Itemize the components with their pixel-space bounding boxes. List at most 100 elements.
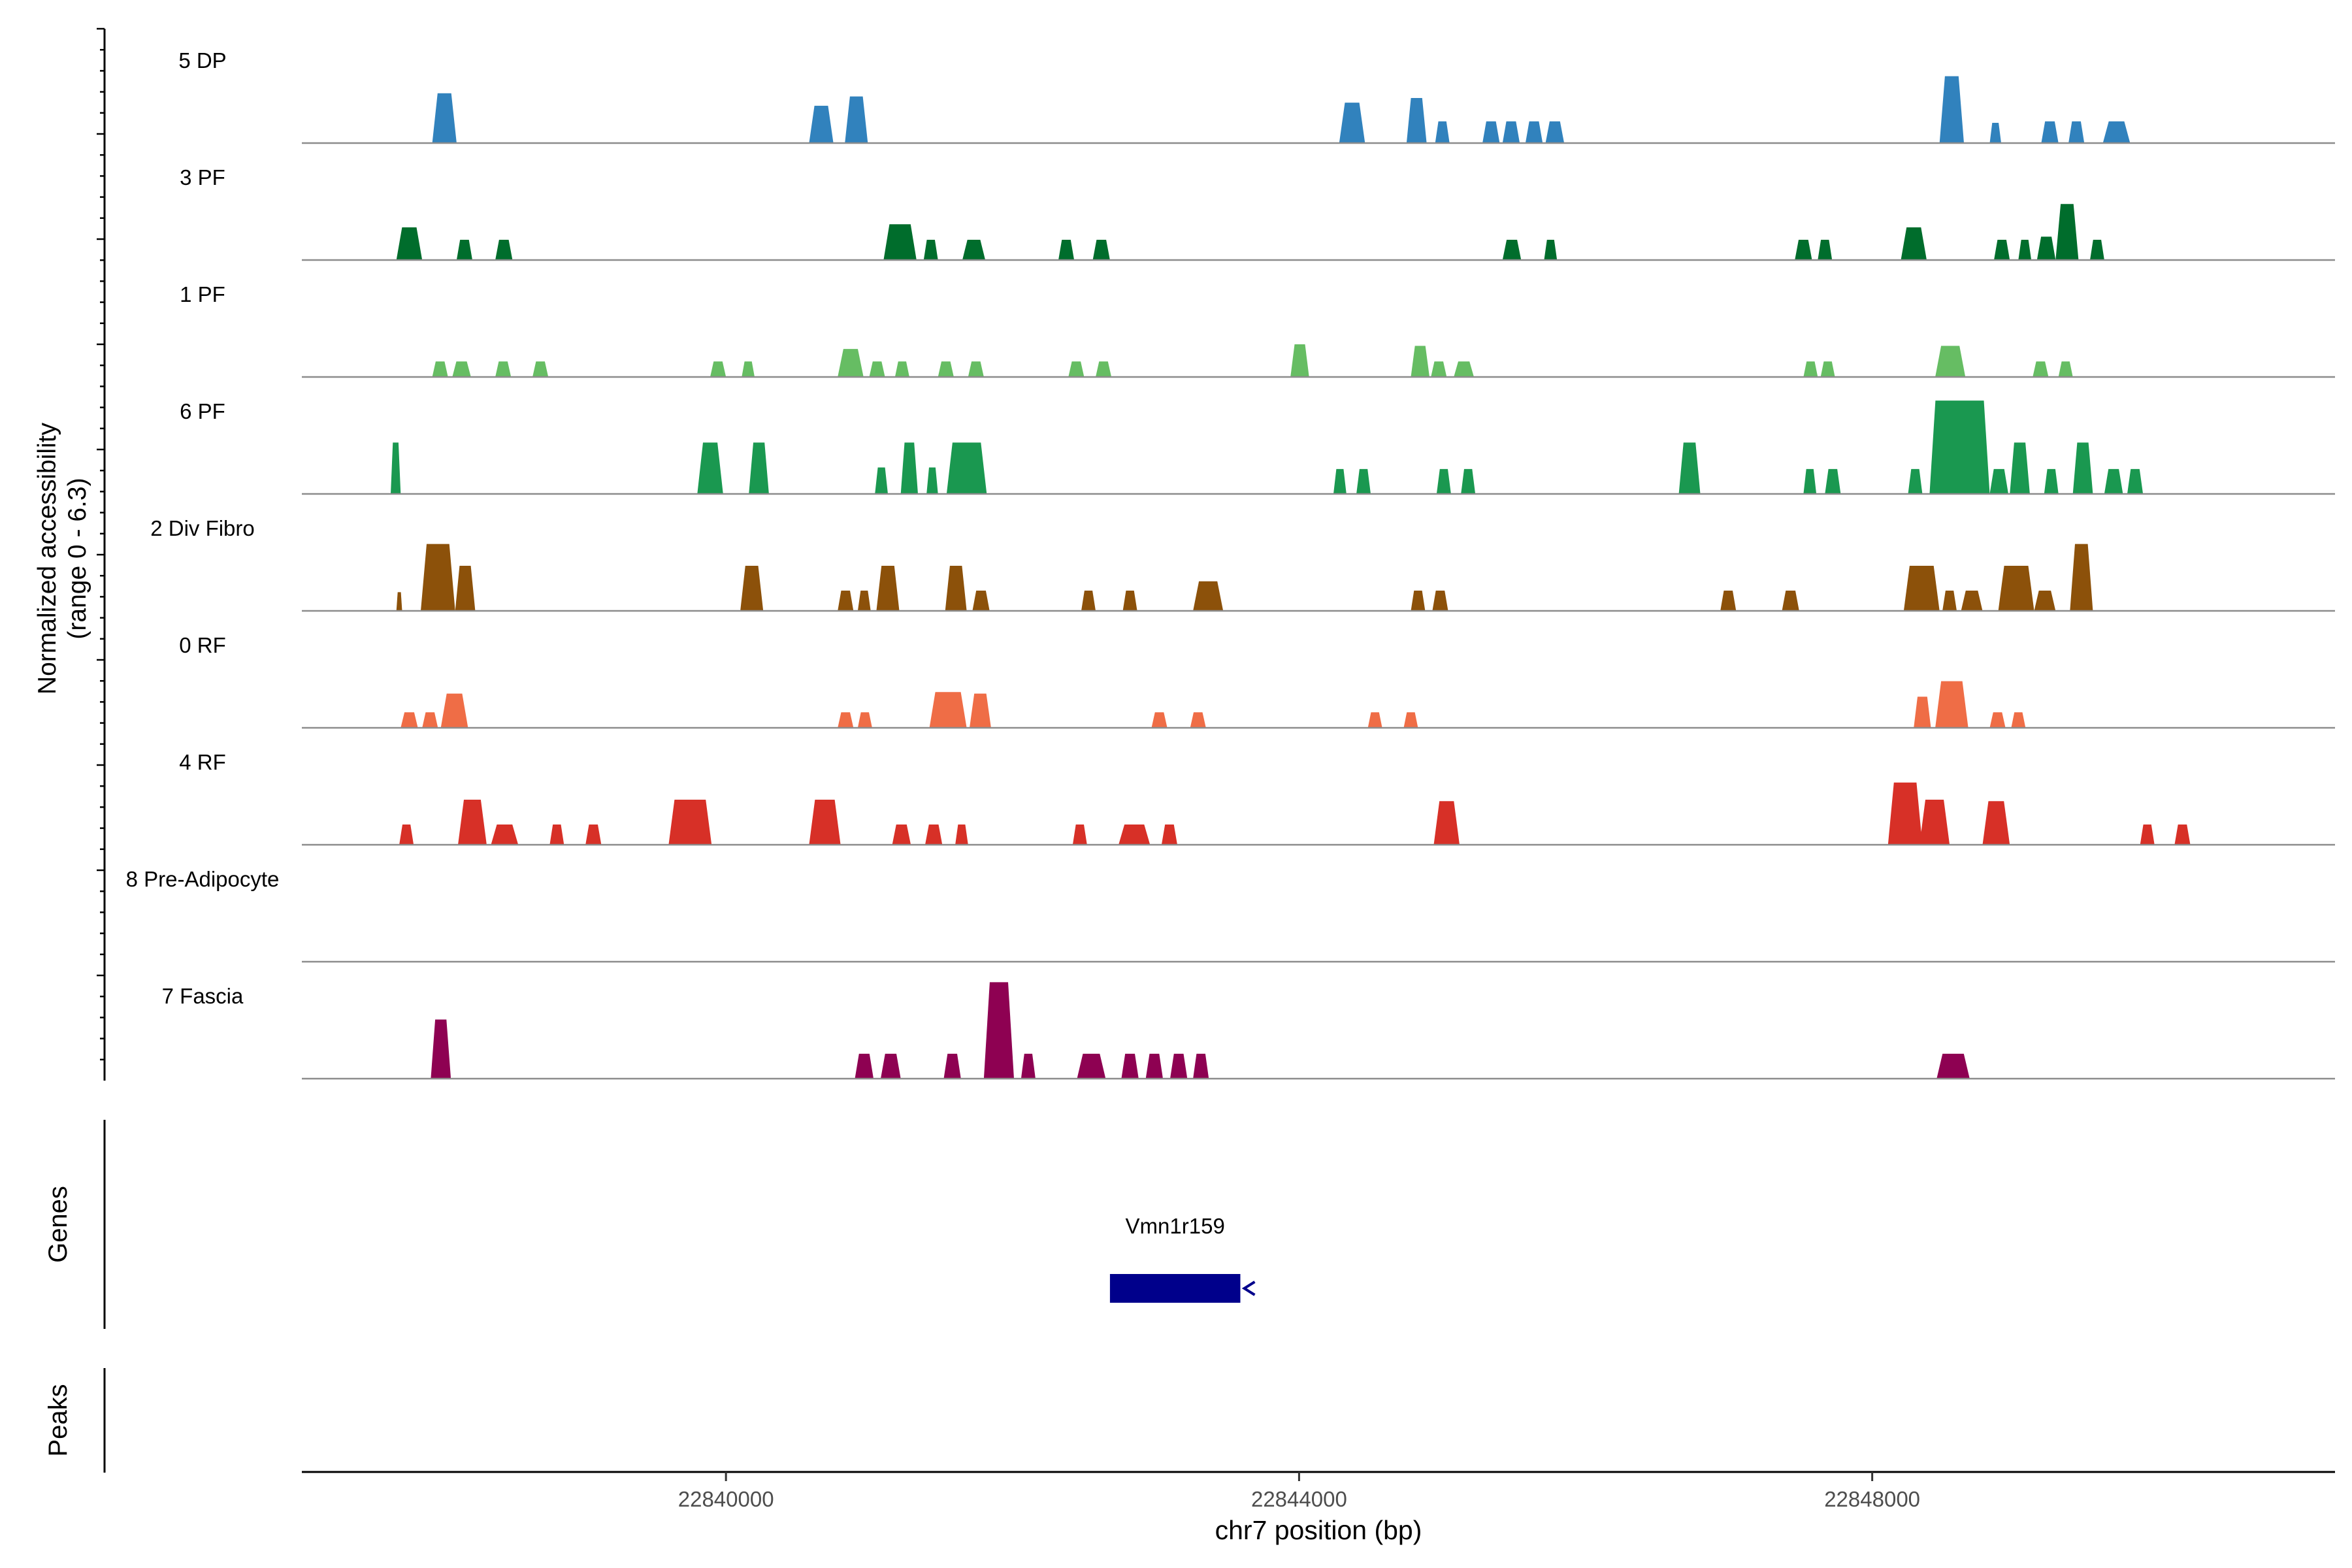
peak <box>1170 1053 1188 1079</box>
y-axis-label: Normalized accessibility(range 0 - 6.3) <box>33 422 91 694</box>
peaks-panel: Peaks <box>44 1368 106 1473</box>
peak <box>838 712 854 728</box>
peak <box>2127 468 2144 494</box>
peak <box>857 591 871 611</box>
peak <box>2058 361 2073 377</box>
peak <box>972 591 990 611</box>
peak <box>1525 121 1543 143</box>
y-axis <box>97 27 106 1081</box>
peak <box>2102 121 2131 143</box>
peak <box>2090 240 2104 260</box>
peak <box>1903 566 1940 611</box>
peak <box>1454 361 1474 377</box>
peak <box>1068 361 1085 377</box>
peak <box>740 566 764 611</box>
peak <box>1072 825 1087 845</box>
peak <box>749 442 769 494</box>
peak <box>1431 361 1447 377</box>
peak <box>396 592 402 611</box>
peak <box>1367 712 1382 728</box>
peak <box>1432 591 1448 611</box>
peak <box>668 800 712 845</box>
peak <box>1961 591 1983 611</box>
strand-arrow <box>1241 1281 1256 1296</box>
peak <box>945 566 967 611</box>
peak <box>1908 468 1923 494</box>
peak <box>697 442 723 494</box>
peak <box>1919 800 1950 845</box>
peak <box>2041 121 2059 143</box>
peak <box>710 361 727 377</box>
peak <box>1989 468 2008 494</box>
track-6-pf: 6 PF <box>180 399 2335 495</box>
peak <box>421 544 455 611</box>
peak <box>455 566 476 611</box>
peak <box>1119 825 1151 845</box>
track-label: 1 PF <box>180 282 225 306</box>
peak <box>1461 468 1476 494</box>
peak <box>2018 240 2032 260</box>
peak <box>399 825 414 845</box>
track-4-rf: 4 RF <box>179 750 2335 846</box>
peak <box>876 566 900 611</box>
peak <box>1818 240 1833 260</box>
peak <box>1121 1053 1139 1079</box>
peak <box>422 712 438 728</box>
peak <box>1145 1053 1163 1079</box>
peak <box>962 240 986 260</box>
peak <box>456 240 472 260</box>
peak <box>1502 121 1520 143</box>
coverage-tracks: 5 DP 3 PF 1 PF 6 PF 2 Div Fibro 0 RF 4 RF 8 Pre… <box>126 48 2335 1080</box>
gene-vmn1r159: Vmn1r159 <box>1109 1214 1256 1303</box>
peak <box>881 1053 901 1079</box>
peak <box>1901 227 1927 260</box>
peak <box>431 1019 451 1079</box>
peak <box>869 361 885 377</box>
peak <box>1803 361 1818 377</box>
peak <box>1482 121 1500 143</box>
peak <box>1193 1053 1209 1079</box>
x-tick-label: 22848000 <box>1824 1487 1920 1511</box>
peak <box>585 825 602 845</box>
peak <box>742 361 755 377</box>
peak <box>1411 591 1426 611</box>
peak <box>1914 696 1931 728</box>
peak <box>1820 361 1835 377</box>
track-1-pf: 1 PF <box>180 282 2335 378</box>
peak <box>1887 782 1923 845</box>
peak <box>1989 123 2001 143</box>
peak <box>938 361 954 377</box>
peak <box>809 105 834 143</box>
peak <box>1077 1053 1106 1079</box>
peak <box>2010 442 2030 494</box>
peak <box>432 361 448 377</box>
peak <box>2068 121 2085 143</box>
genes-panel-label: Genes <box>44 1186 73 1263</box>
peak <box>1803 468 1817 494</box>
peak <box>1190 712 1206 728</box>
track-label: 7 Fascia <box>162 984 244 1008</box>
peak <box>1936 1053 1970 1079</box>
peak <box>1403 712 1418 728</box>
peak <box>1290 344 1309 377</box>
peak <box>2072 442 2093 494</box>
peak <box>1782 591 1799 611</box>
track-label: 5 DP <box>178 48 226 73</box>
peak <box>1989 712 2006 728</box>
track-0-rf: 0 RF <box>179 633 2335 729</box>
peak <box>1092 240 1110 260</box>
track-8-pre-adipocyte: 8 Pre-Adipocyte <box>126 867 2335 963</box>
peak <box>2104 468 2123 494</box>
peak <box>1339 103 1365 143</box>
peak <box>1998 566 2034 611</box>
gene-marks: Vmn1r159 <box>1109 1214 1256 1303</box>
peak <box>955 825 968 845</box>
peak <box>1122 591 1137 611</box>
peak <box>1502 240 1522 260</box>
peak <box>2033 361 2049 377</box>
peak <box>809 800 841 845</box>
peak <box>2070 544 2093 611</box>
gene-label: Vmn1r159 <box>1126 1214 1225 1238</box>
peak <box>1720 591 1737 611</box>
peak <box>875 467 888 494</box>
